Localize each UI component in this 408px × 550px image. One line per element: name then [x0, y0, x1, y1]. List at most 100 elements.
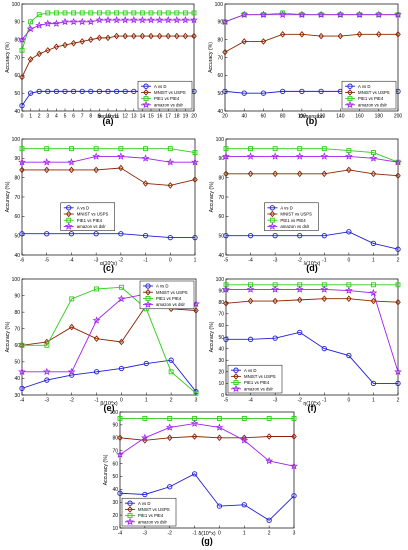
plot-frame	[21, 278, 197, 396]
data-point	[295, 285, 304, 293]
x-tick-label: 9	[98, 114, 101, 120]
data-point	[78, 17, 87, 26]
panel-caption: (d)	[306, 263, 318, 273]
chart-panel: -4 -3 -2 -1 0 1 2 3 30 40 50 60 70 80 90 100 β(10^x) Accu…	[5, 277, 200, 413]
chart-panel: -5 -4 -3 -2 -1 0 1 2 40 50 60 70 80 90 100 λ(10^x) Accur…	[209, 137, 402, 273]
data-point	[320, 285, 329, 293]
data-point	[44, 377, 50, 383]
data-point	[182, 10, 188, 16]
x-tick-label: 1	[372, 258, 375, 264]
data-point	[337, 32, 344, 40]
data-point	[53, 10, 59, 16]
legend-marker	[347, 96, 353, 102]
data-point	[246, 152, 255, 160]
x-axis-label: η(10^x)	[303, 401, 320, 407]
data-point	[165, 10, 171, 16]
data-point	[222, 152, 230, 160]
y-axis-label: Accuracy (%)	[208, 42, 214, 73]
x-tick-label: -5	[224, 398, 229, 404]
data-point	[142, 491, 148, 498]
data-point	[95, 15, 104, 24]
x-tick-label: 4	[55, 114, 58, 120]
y-tick-label: 50	[218, 335, 224, 341]
legend-marker	[144, 300, 152, 308]
data-point	[53, 43, 60, 51]
data-point	[143, 360, 149, 367]
x-tick-label: -2	[119, 258, 124, 264]
x-tick-label: 3	[293, 531, 296, 537]
x-tick-label: 3	[195, 398, 198, 404]
data-point	[241, 38, 248, 45]
y-tick-label: 60	[14, 343, 20, 349]
data-point	[321, 170, 328, 178]
series-line	[226, 288, 399, 372]
data-point	[344, 286, 353, 294]
legend-label: amazon vs dslr	[280, 224, 309, 229]
data-point	[19, 342, 25, 348]
x-axis-label: β(10^x)	[100, 401, 118, 407]
x-tick-label: 0	[347, 398, 350, 404]
data-point	[131, 10, 137, 16]
data-point	[266, 433, 272, 440]
data-point	[164, 15, 173, 24]
data-point	[271, 285, 280, 293]
x-tick-label: 180	[375, 114, 384, 120]
data-point	[321, 146, 327, 152]
data-point	[370, 282, 376, 288]
series-line	[224, 14, 398, 23]
legend-marker	[66, 205, 72, 211]
data-point	[191, 433, 198, 440]
y-axis-label: Accuracy (%)	[5, 42, 11, 73]
x-tick-label: 8	[89, 114, 92, 120]
legend-label: PIE1 vs PIE4	[138, 513, 164, 518]
data-point	[118, 231, 124, 237]
data-point	[321, 345, 327, 352]
legend-marker	[143, 89, 149, 96]
data-point	[68, 323, 75, 331]
y-axis-label: Accuracy (%)	[5, 321, 11, 352]
data-point	[148, 32, 154, 40]
x-tick-label: -1	[192, 531, 197, 537]
data-point	[79, 10, 85, 16]
data-point	[105, 34, 111, 42]
series-line	[21, 19, 194, 40]
legend-marker	[127, 506, 133, 513]
x-tick-label: 0	[169, 258, 172, 264]
data-point	[36, 50, 42, 58]
data-point	[168, 369, 174, 375]
data-point	[122, 10, 128, 16]
y-axis-label: Accuracy (%)	[103, 454, 109, 485]
series-line	[21, 359, 197, 392]
legend-label: PIE1 vs PIE4	[244, 380, 270, 385]
x-tick-label: 2	[38, 114, 41, 120]
data-point	[346, 352, 352, 359]
legend-marker	[127, 513, 133, 519]
legend-label: amazon vs dslr	[138, 519, 167, 524]
y-tick-label: 100	[12, 2, 21, 8]
data-point	[296, 170, 303, 178]
data-point	[259, 10, 268, 19]
y-tick-label: 40	[217, 109, 223, 115]
plot-frame	[119, 411, 295, 529]
data-point	[112, 15, 121, 24]
data-point	[291, 493, 297, 499]
y-tick-label: 100	[215, 2, 224, 8]
chart-panel: -4 -3 -2 -1 0 1 2 3 10 20 30 40 50 60 70 80 90 100 δ(10^x)…	[103, 410, 298, 546]
legend-label: MNIST vs USPS	[244, 374, 276, 379]
legend-label: A vs D	[244, 368, 256, 373]
data-point	[265, 456, 274, 465]
legend-label: PIE1 vs PIE4	[156, 296, 182, 301]
y-tick-label: 30	[112, 500, 118, 506]
x-tick-label: 18	[174, 114, 180, 120]
panel-caption: (e)	[104, 403, 115, 413]
data-point	[122, 88, 128, 95]
data-point	[321, 295, 328, 303]
y-tick-label: 40	[14, 109, 20, 115]
x-tick-label: 17	[165, 114, 171, 120]
data-point	[79, 88, 85, 95]
data-point	[36, 88, 42, 95]
